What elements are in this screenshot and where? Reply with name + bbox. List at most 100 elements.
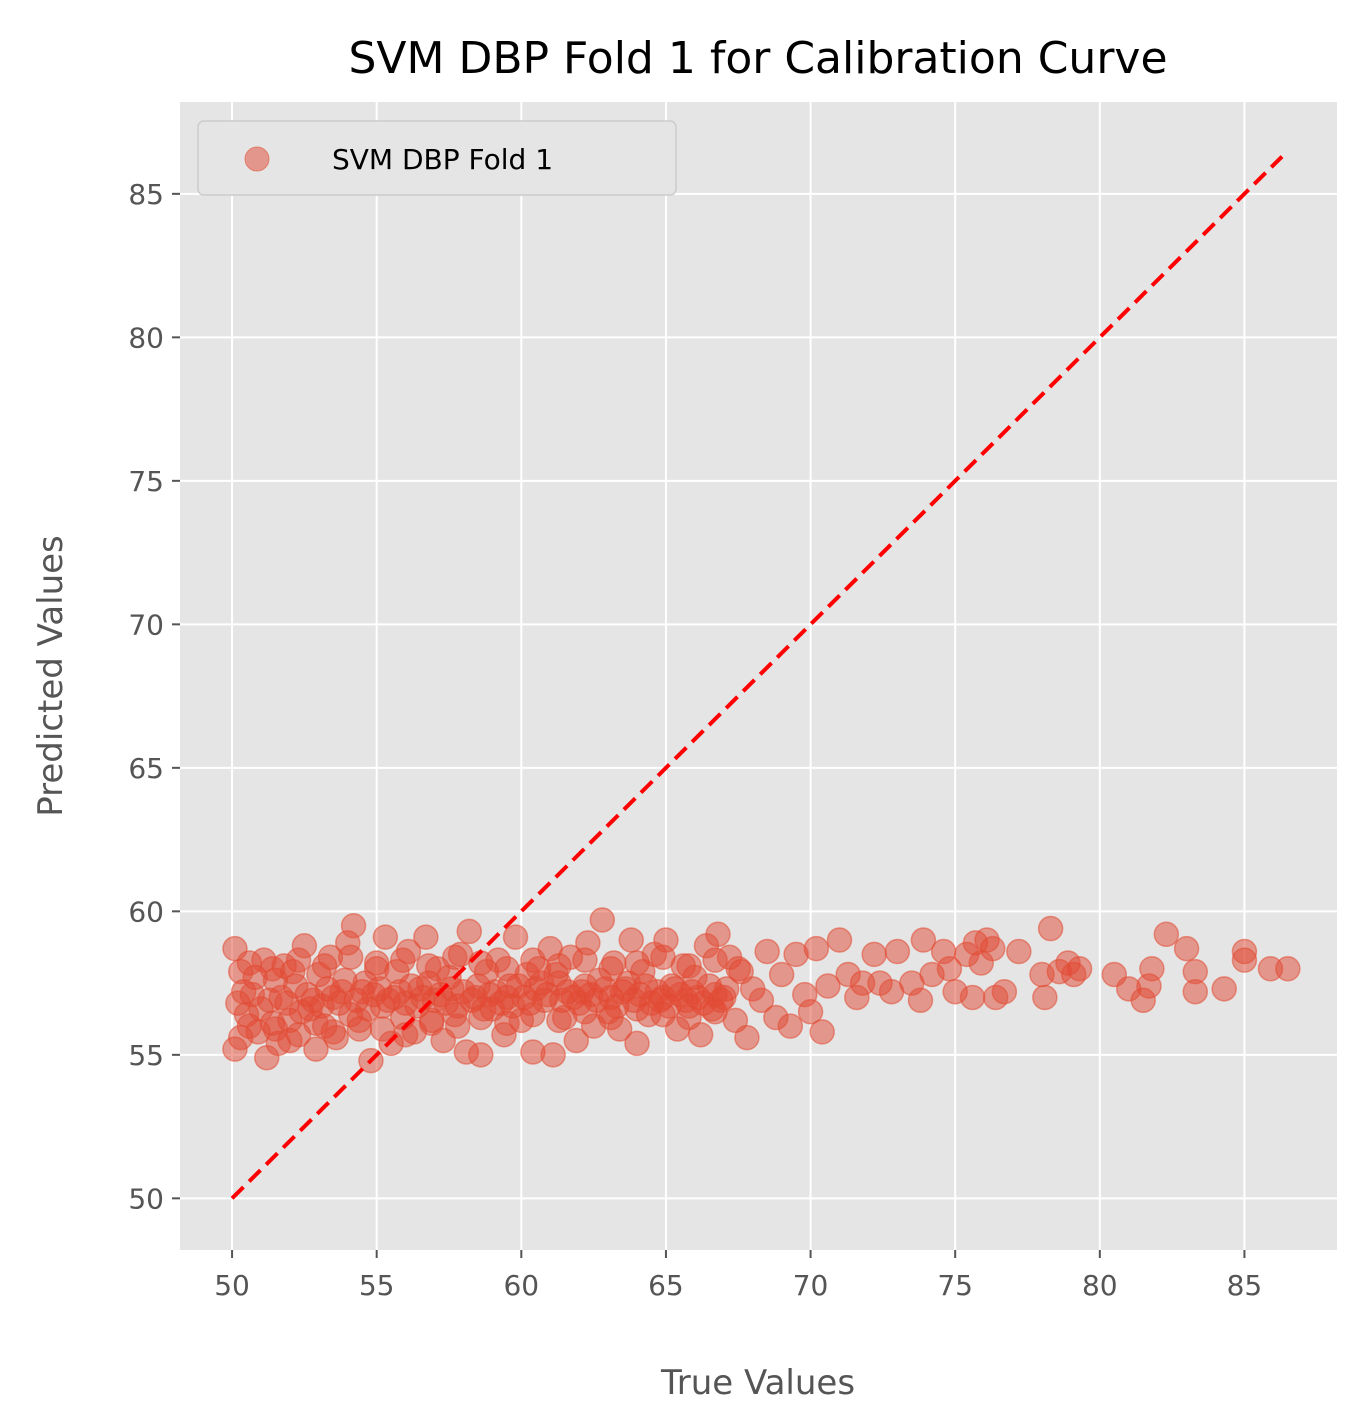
scatter-point: [563, 1027, 590, 1054]
scatter-point: [991, 978, 1018, 1005]
scatter-point: [389, 947, 416, 973]
scatter-point: [1182, 978, 1209, 1005]
scatter-point: [589, 907, 616, 933]
scatter-point: [369, 1016, 396, 1042]
legend-box: [197, 120, 677, 196]
scatter-point: [826, 927, 853, 953]
scatter-point: [910, 927, 937, 953]
scatter-point: [546, 1007, 572, 1034]
scatter-point: [303, 1036, 329, 1062]
scatter-point: [676, 953, 702, 979]
scatter-point: [442, 944, 468, 971]
scatter-point: [392, 1022, 419, 1048]
x-tick-label: 55: [359, 1269, 395, 1302]
x-tick-label: 60: [503, 1269, 539, 1302]
scatter-point: [494, 1010, 520, 1037]
scatter-point: [468, 1042, 494, 1068]
chart-title: SVM DBP Fold 1 for Calibration Curve: [348, 33, 1167, 84]
scatter-point: [980, 935, 1006, 962]
scatter-point: [337, 944, 364, 971]
scatter-point: [713, 976, 740, 1002]
y-tick-label: 65: [128, 752, 164, 785]
scatter-point: [520, 947, 546, 973]
scatter-point: [598, 1004, 624, 1031]
y-tick-label: 75: [128, 465, 164, 498]
scatter-point: [618, 927, 644, 953]
scatter-point: [676, 993, 702, 1019]
scatter-point: [277, 1027, 303, 1054]
x-axis: 50 55 60 65 70 75 80 85: [214, 1250, 1262, 1302]
scatter-point: [1066, 955, 1093, 982]
x-tick-label: 85: [1227, 1269, 1263, 1302]
scatter-point: [363, 955, 390, 982]
scatter-point: [456, 918, 482, 945]
scatter-point: [372, 924, 399, 950]
scatter-point: [546, 953, 572, 979]
scatter-point: [702, 999, 728, 1025]
scatter-point: [227, 1024, 254, 1051]
y-axis-label: Predicted Values: [31, 535, 71, 817]
scatter-point: [1032, 984, 1058, 1011]
scatter-point: [650, 944, 676, 971]
scatter-point: [418, 1007, 445, 1034]
scatter-point: [236, 950, 263, 976]
scatter-point: [907, 987, 934, 1014]
scatter-point: [416, 953, 442, 979]
scatter-point: [768, 961, 795, 988]
scatter-point: [494, 955, 520, 982]
scatter-point: [540, 1042, 566, 1068]
scatter-point: [797, 999, 824, 1025]
scatter-point: [285, 947, 312, 973]
scatter-point: [468, 1004, 494, 1031]
scatter-point: [725, 955, 752, 982]
scatter-point: [572, 999, 598, 1025]
scatter-point: [468, 950, 494, 976]
x-tick-label: 50: [214, 1269, 250, 1302]
scatter-point: [502, 924, 529, 950]
scatter-point: [815, 973, 841, 999]
scatter-point: [1275, 955, 1301, 982]
scatter-point: [1173, 935, 1200, 962]
scatter-point: [1139, 955, 1165, 982]
y-tick-label: 60: [128, 895, 164, 928]
scatter-point: [1231, 938, 1258, 965]
y-axis: 50 55 60 65 70 75 80 85: [128, 178, 180, 1215]
scatter-point: [444, 1013, 471, 1039]
x-tick-label: 75: [937, 1269, 973, 1302]
y-tick-label: 80: [128, 321, 164, 354]
scatter-point: [598, 955, 624, 982]
y-tick-label: 50: [128, 1182, 164, 1215]
x-tick-label: 65: [648, 1269, 684, 1302]
scatter-point: [1153, 921, 1180, 948]
scatter-point: [702, 947, 728, 973]
scatter-point: [705, 921, 731, 948]
scatter-point: [959, 984, 986, 1011]
y-tick-label: 55: [128, 1039, 164, 1072]
x-axis-label: True Values: [660, 1363, 855, 1403]
scatter-point: [624, 996, 650, 1022]
scatter-point: [754, 938, 780, 965]
x-tick-label: 70: [793, 1269, 829, 1302]
scatter-point: [413, 924, 439, 950]
scatter-point: [861, 941, 887, 968]
scatter-point: [884, 938, 911, 965]
scatter-point: [1006, 938, 1032, 965]
legend-label: SVM DBP Fold 1: [332, 143, 553, 176]
scatter-point: [650, 1001, 676, 1028]
scatter-point: [624, 1030, 650, 1057]
scatter-point: [803, 935, 830, 962]
grid: [180, 102, 1337, 1250]
y-tick-label: 85: [128, 178, 164, 211]
scatter-point: [809, 1019, 835, 1045]
scatter-point: [1211, 976, 1237, 1002]
y-tick-label: 70: [128, 608, 164, 641]
scatter-point: [520, 1001, 546, 1028]
scatter-point: [748, 987, 775, 1014]
scatter-point: [572, 947, 598, 973]
scatter-point: [346, 1007, 373, 1034]
x-tick-label: 80: [1082, 1269, 1118, 1302]
scatter-point: [1037, 915, 1064, 942]
identity-reference-line: [230, 155, 1284, 1200]
scatter-point: [687, 1022, 714, 1048]
